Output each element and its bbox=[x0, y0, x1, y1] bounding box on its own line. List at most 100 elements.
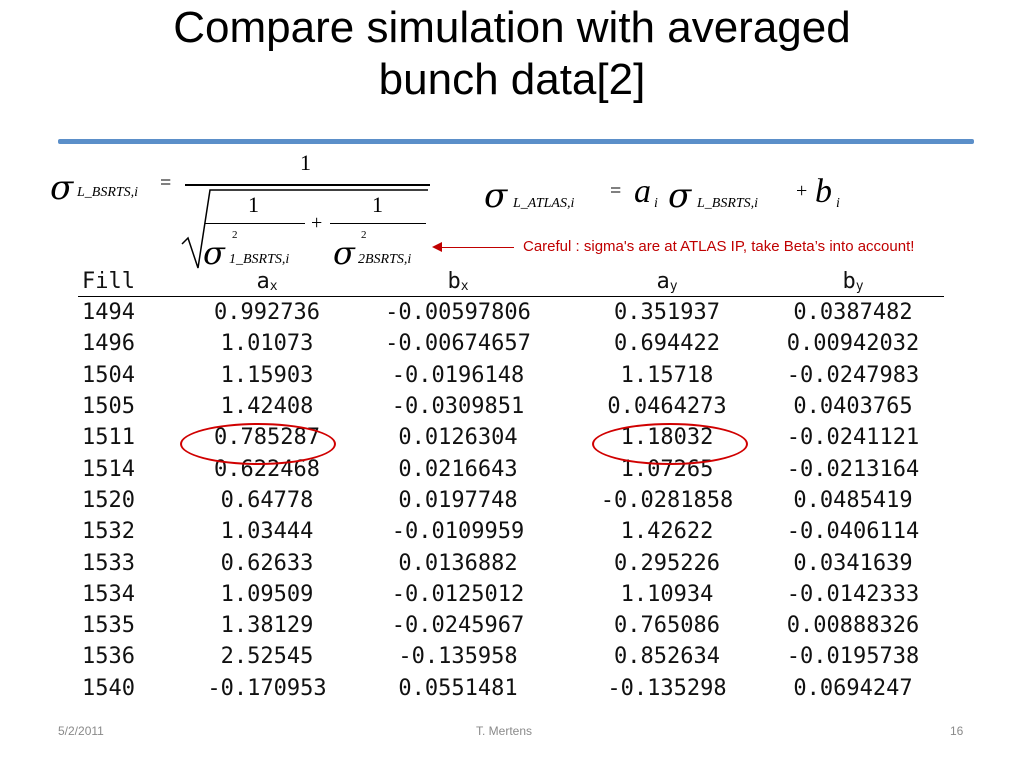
table-cell: 1504 bbox=[82, 362, 135, 388]
table-cell: 1.10934 bbox=[620, 581, 714, 607]
slide-title: Compare simulation with averaged bunch d… bbox=[0, 2, 1024, 106]
table-row: 1494 0.992736 -0.00597806 0.351937 0.0387482 bbox=[78, 297, 944, 329]
den1-subscript: 1_BSRTS,i bbox=[229, 252, 290, 267]
table-cell: 1.15903 bbox=[220, 362, 314, 388]
table-cell: 0.0485419 bbox=[793, 487, 913, 513]
table-cell: -0.170953 bbox=[207, 675, 327, 701]
table-cell: 1494 bbox=[82, 300, 135, 326]
table-cell: -0.0309851 bbox=[391, 394, 525, 420]
inner-fraction-bar-1 bbox=[205, 223, 305, 224]
b-subscript: i bbox=[836, 196, 840, 211]
atlas-subscript: L_ATLAS,i bbox=[513, 196, 575, 211]
sigma-2-symbol: σ bbox=[333, 234, 355, 272]
table-cell: 1.15718 bbox=[620, 362, 714, 388]
sigma-bsrts-symbol: σ bbox=[668, 176, 692, 216]
a-subscript: i bbox=[654, 196, 658, 211]
table-cell: 1536 bbox=[82, 644, 135, 670]
table-cell: -0.135958 bbox=[398, 644, 518, 670]
table-cell: -0.0125012 bbox=[391, 581, 525, 607]
table-cell: 1532 bbox=[82, 519, 135, 545]
coefficient-a: a bbox=[634, 173, 651, 210]
table-cell: 0.765086 bbox=[614, 613, 720, 639]
sigma-symbol: σ bbox=[50, 168, 74, 208]
table-header-row: Fill ax bx ay by bbox=[78, 266, 944, 297]
table-cell: -0.0195738 bbox=[786, 644, 920, 670]
footer-author: T. Mertens bbox=[476, 724, 533, 738]
table-cell: 0.0216643 bbox=[398, 456, 518, 482]
table-row: 1533 0.62633 0.0136882 0.295226 0.0341639 bbox=[78, 547, 944, 578]
highlight-circle-ax-1511 bbox=[180, 423, 336, 465]
table-cell: 0.00888326 bbox=[786, 613, 920, 639]
table-cell: 0.64778 bbox=[220, 487, 314, 513]
highlight-circle-ay-1511 bbox=[592, 423, 748, 465]
note-arrow-line bbox=[440, 247, 514, 248]
table-cell: -0.0281858 bbox=[600, 487, 734, 513]
table-cell: -0.0109959 bbox=[391, 519, 525, 545]
table-cell: 0.694422 bbox=[614, 331, 720, 357]
table-row: 1496 1.01073 -0.00674657 0.694422 0.00942032 bbox=[78, 328, 944, 359]
table-cell: -0.00674657 bbox=[385, 331, 531, 357]
table-cell: 0.0341639 bbox=[793, 550, 913, 576]
numerator: 1 bbox=[300, 150, 311, 175]
inner-fraction-bar-2 bbox=[330, 223, 426, 224]
table-cell: 0.0694247 bbox=[793, 675, 913, 701]
table-row: 1534 1.09509 -0.0125012 1.10934 -0.0142333 bbox=[78, 579, 944, 610]
footer-page-number: 16 bbox=[950, 724, 964, 738]
table-row: 1535 1.38129 -0.0245967 0.765086 0.00888326 bbox=[78, 610, 944, 641]
table-row: 1536 2.52545 -0.135958 0.852634 -0.0195738 bbox=[78, 641, 944, 672]
right-equals: = bbox=[610, 180, 622, 202]
table-cell: 0.00942032 bbox=[786, 331, 920, 357]
table-cell: -0.0213164 bbox=[786, 456, 920, 482]
table-cell: 1535 bbox=[82, 613, 135, 639]
header-ay: ay bbox=[572, 266, 762, 297]
table-cell: 1496 bbox=[82, 331, 135, 357]
table-cell: 0.0197748 bbox=[398, 487, 518, 513]
table-row: 1540 -0.170953 0.0551481 -0.135298 0.0694247 bbox=[78, 673, 944, 704]
table-cell: 0.0136882 bbox=[398, 550, 518, 576]
table-cell: 2.52545 bbox=[220, 644, 314, 670]
equals-sign: = bbox=[160, 172, 172, 194]
bsrts-subscript: L_BSRTS,i bbox=[697, 196, 759, 211]
table-cell: -0.0196148 bbox=[391, 362, 525, 388]
plus-sign: + bbox=[311, 212, 323, 234]
title-line-1: Compare simulation with averaged bbox=[173, 3, 851, 52]
table-cell: 1.42408 bbox=[220, 394, 314, 420]
table-cell: -0.0406114 bbox=[786, 519, 920, 545]
table-cell: -0.0247983 bbox=[786, 362, 920, 388]
table-cell: 0.62633 bbox=[220, 550, 314, 576]
main-fraction-bar bbox=[185, 184, 430, 186]
table-cell: 1514 bbox=[82, 456, 135, 482]
table-cell: 1540 bbox=[82, 675, 135, 701]
table-row: 1520 0.64778 0.0197748 -0.0281858 0.0485419 bbox=[78, 485, 944, 516]
table-row: 1532 1.03444 -0.0109959 1.42622 -0.0406114 bbox=[78, 516, 944, 547]
table-cell: 1520 bbox=[82, 487, 135, 513]
inner-numerator-1: 1 bbox=[248, 192, 259, 217]
sigma-1-symbol: σ bbox=[203, 234, 225, 272]
fit-parameters-table: Fill ax bx ay by 1494 0.992736 -0.00597806… bbox=[78, 266, 944, 704]
table-cell: 1534 bbox=[82, 581, 135, 607]
lhs-subscript: L_BSRTS,i bbox=[77, 185, 139, 200]
table-cell: 0.295226 bbox=[614, 550, 720, 576]
table-cell: -0.0142333 bbox=[786, 581, 920, 607]
header-ax: ax bbox=[190, 266, 344, 297]
footer-date: 5/2/2011 bbox=[58, 724, 104, 738]
table-row: 1505 1.42408 -0.0309851 0.0464273 0.0403765 bbox=[78, 391, 944, 422]
table-cell: 1.03444 bbox=[220, 519, 314, 545]
table-cell: -0.0245967 bbox=[391, 613, 525, 639]
title-line-2: bunch data[2] bbox=[378, 55, 646, 104]
table-cell: 1.38129 bbox=[220, 613, 314, 639]
table-cell: 0.992736 bbox=[214, 300, 320, 326]
table-cell: 0.0551481 bbox=[398, 675, 518, 701]
table-cell: -0.00597806 bbox=[385, 300, 531, 326]
table-cell: 0.0403765 bbox=[793, 394, 913, 420]
table-cell: 0.852634 bbox=[614, 644, 720, 670]
table-cell: 0.351937 bbox=[614, 300, 720, 326]
table-cell: -0.135298 bbox=[607, 675, 727, 701]
table-cell: -0.0241121 bbox=[786, 425, 920, 451]
right-plus: + bbox=[796, 180, 808, 202]
left-arrow-icon bbox=[432, 242, 442, 252]
table-row: 1504 1.15903 -0.0196148 1.15718 -0.0247983 bbox=[78, 360, 944, 391]
square-2: 2 bbox=[361, 229, 367, 241]
header-fill: Fill bbox=[78, 266, 190, 297]
inner-numerator-2: 1 bbox=[372, 192, 383, 217]
